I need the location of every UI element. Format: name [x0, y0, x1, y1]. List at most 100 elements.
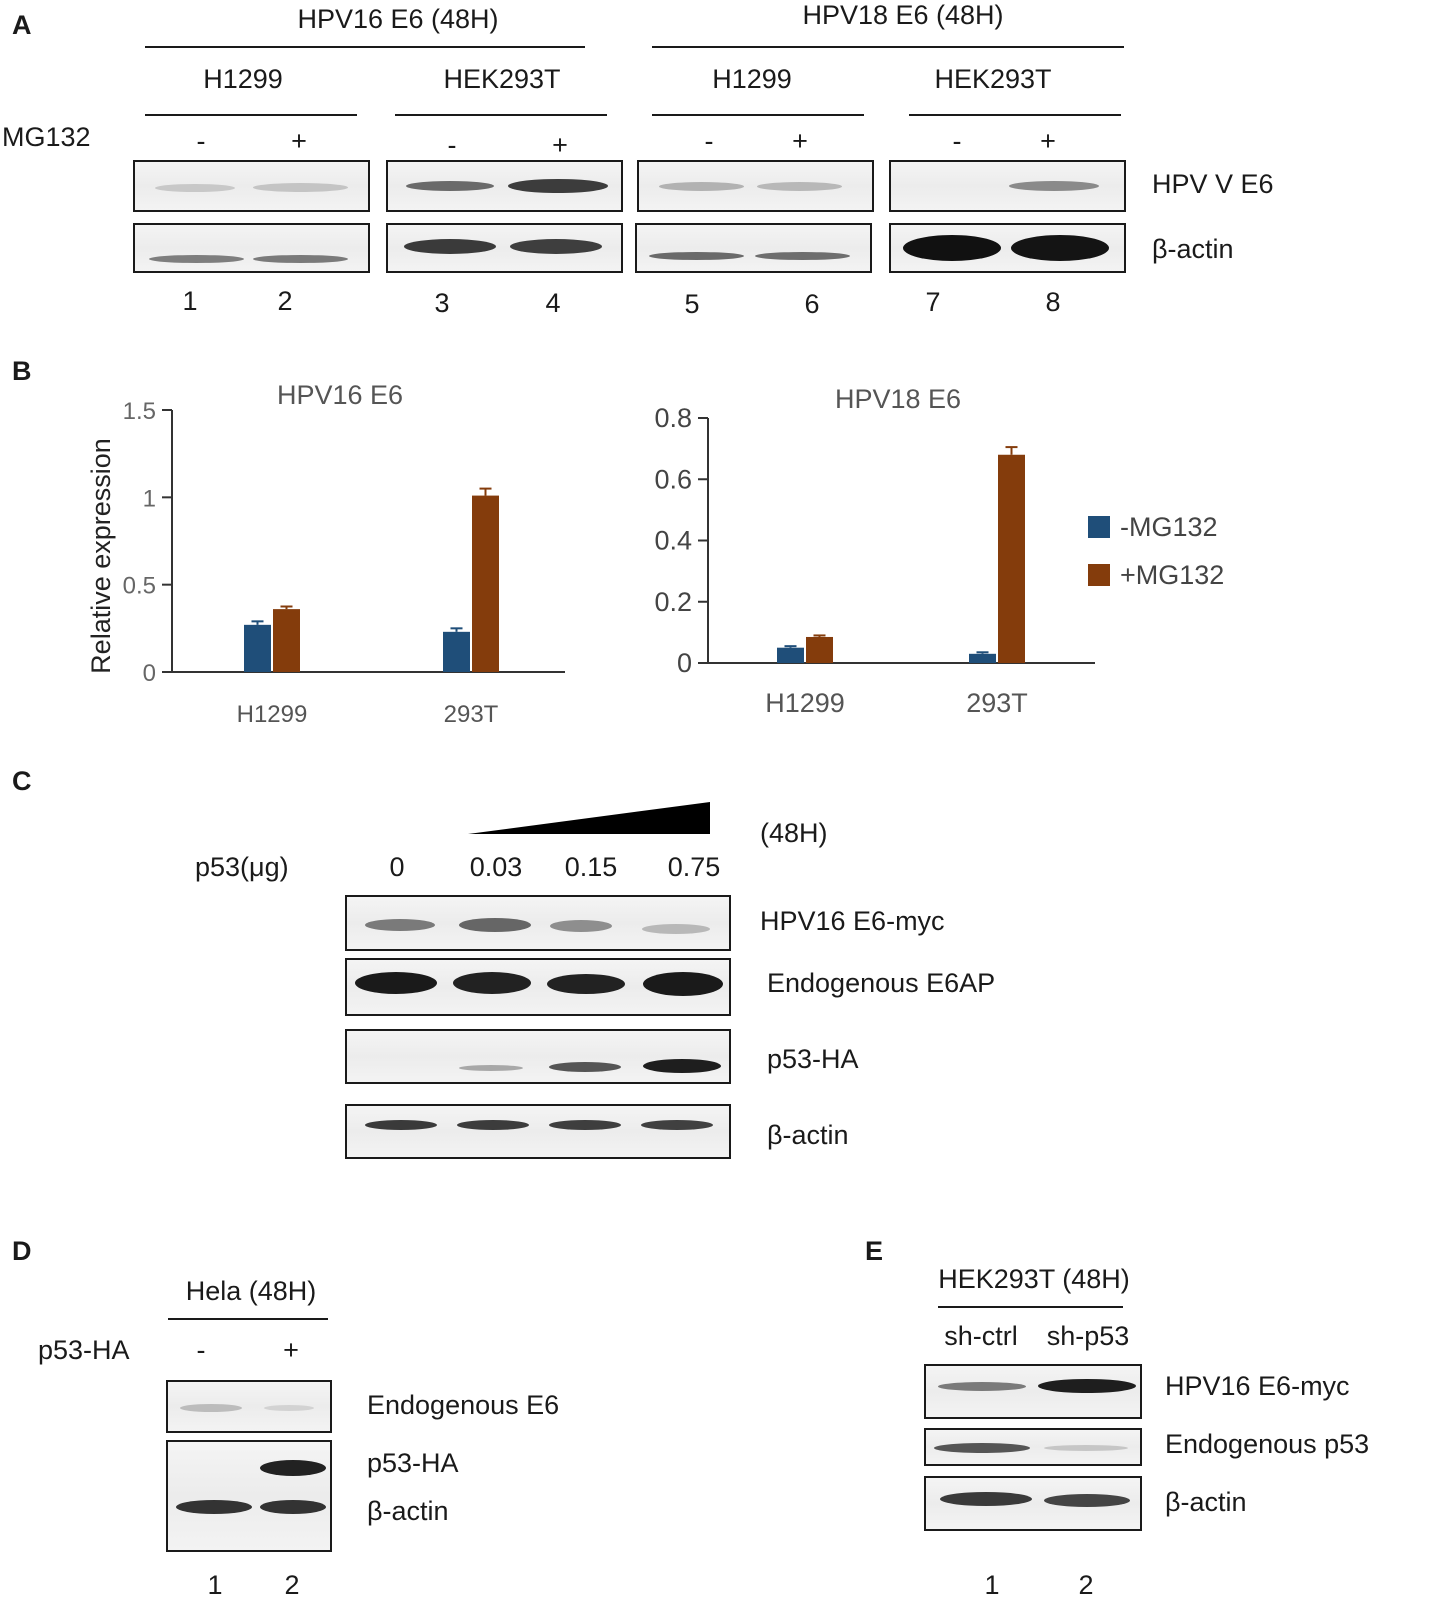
cell-label-hek293t-b: HEK293T — [934, 64, 1052, 94]
band — [260, 1460, 326, 1476]
chart-hpv16-e6: HPV16 E6 0 0.5 1 1.5 H1299 293T Relative expres… — [86, 380, 565, 728]
row-label-hpv-e6: HPV V E6 — [1152, 169, 1274, 199]
band — [457, 1120, 529, 1130]
row-label-c-actin: β-actin — [767, 1120, 849, 1150]
y-axis-label: Relative expression — [86, 438, 116, 674]
panel-e-underline — [938, 1306, 1123, 1308]
band — [510, 239, 602, 254]
legend-label-plus: +MG132 — [1120, 560, 1225, 590]
band — [1038, 1379, 1136, 1393]
lane-number: 4 — [545, 288, 561, 318]
band — [755, 252, 850, 260]
cell-underline-1 — [145, 114, 357, 116]
bar-minus-mg132 — [969, 653, 996, 663]
category-label: H1299 — [237, 701, 308, 728]
blot-actin-h1299-18 — [635, 223, 872, 273]
band — [1009, 181, 1099, 191]
treatment-sign: + — [283, 1335, 299, 1365]
band — [659, 182, 744, 191]
band — [355, 972, 437, 994]
band — [641, 1120, 713, 1130]
band — [253, 183, 348, 192]
blot-e-e6myc — [924, 1364, 1142, 1419]
band — [459, 918, 531, 932]
blot-e6-hek-18 — [889, 160, 1126, 212]
dose-value: 0.03 — [469, 852, 523, 882]
row-label-d-p53ha: p53-HA — [367, 1448, 459, 1478]
band — [253, 255, 348, 263]
band — [547, 974, 625, 994]
band — [508, 179, 608, 193]
blot-d-p53-actin — [166, 1440, 332, 1552]
cell-underline-2 — [395, 114, 607, 116]
band — [940, 1492, 1032, 1506]
y-tick-label: 1 — [143, 485, 156, 512]
y-tick-label: 1.5 — [123, 398, 156, 425]
row-label-actin-a: β-actin — [1152, 234, 1234, 264]
treatment-sign: - — [704, 126, 714, 156]
band — [404, 239, 496, 254]
band — [149, 255, 244, 263]
group-header-hpv16: HPV16 E6 (48H) — [297, 4, 499, 34]
treatment-sign: + — [1040, 126, 1056, 156]
panel-c-time: (48H) — [760, 818, 828, 848]
blot-e6-h1299-16 — [133, 160, 370, 212]
panel-d-underline — [168, 1318, 328, 1320]
band — [1011, 235, 1109, 261]
y-tick-label: 0.8 — [654, 403, 692, 433]
blot-c-actin — [345, 1104, 731, 1159]
band — [260, 1500, 326, 1514]
bar-minus-mg132 — [777, 647, 804, 663]
row-label-e-p53: Endogenous p53 — [1165, 1429, 1370, 1459]
group-underline-hpv16 — [145, 46, 585, 48]
band — [903, 235, 1001, 261]
dose-gradient-wedge — [468, 802, 710, 834]
bar-plus-mg132 — [806, 636, 833, 663]
y-tick-label: 0.6 — [654, 464, 692, 494]
lane-number: 3 — [434, 288, 450, 318]
blot-e-actin — [924, 1476, 1142, 1531]
row-label-d-actin: β-actin — [367, 1496, 449, 1526]
cell-underline-3 — [652, 114, 864, 116]
blot-actin-h1299-16 — [133, 223, 370, 273]
category-label: H1299 — [765, 688, 845, 718]
band — [757, 182, 842, 191]
cell-label-h1299-b: H1299 — [712, 64, 792, 94]
band — [938, 1382, 1026, 1391]
cell-label-h1299-a: H1299 — [203, 64, 283, 94]
band — [643, 972, 723, 996]
panel-b-charts: HPV16 E6 0 0.5 1 1.5 H1299 293T Relative expres… — [86, 380, 1095, 728]
dose-value: 0.15 — [564, 852, 618, 882]
blot-d-e6 — [166, 1380, 332, 1433]
panel-letter-d: D — [12, 1236, 32, 1266]
treatment-sign: - — [447, 130, 457, 160]
treatment-sign: + — [291, 126, 307, 156]
band — [550, 920, 612, 932]
band — [934, 1443, 1030, 1453]
band — [365, 1120, 437, 1130]
band — [264, 1405, 314, 1411]
lane-number: 7 — [925, 287, 941, 317]
band — [642, 924, 710, 934]
band — [649, 252, 744, 260]
band — [176, 1500, 252, 1514]
chart-title: HPV18 E6 — [835, 384, 961, 414]
condition-label: sh-p53 — [1046, 1321, 1130, 1351]
cell-underline-4 — [909, 114, 1121, 116]
treatment-sign: - — [952, 126, 962, 156]
dose-label: p53(μg) — [195, 852, 289, 882]
lane-number: 1 — [207, 1570, 223, 1600]
row-label-e-e6myc: HPV16 E6-myc — [1165, 1371, 1350, 1401]
band — [549, 1062, 621, 1072]
legend-swatch-plus — [1088, 564, 1110, 586]
chart-hpv18-e6: HPV18 E6 0 0.2 0.4 0.6 0.8 H1299 293T — [654, 384, 1095, 718]
y-tick-label: 0.4 — [654, 526, 692, 556]
group-underline-hpv18 — [652, 46, 1124, 48]
row-label-c-e6ap: Endogenous E6AP — [767, 968, 996, 998]
band — [1044, 1494, 1130, 1507]
panel-d-cell: Hela (48H) — [185, 1276, 317, 1306]
band — [180, 1404, 242, 1412]
blot-e6-hek-16 — [386, 160, 623, 212]
legend-label-minus: -MG132 — [1120, 512, 1218, 542]
bar-plus-mg132 — [472, 495, 499, 672]
